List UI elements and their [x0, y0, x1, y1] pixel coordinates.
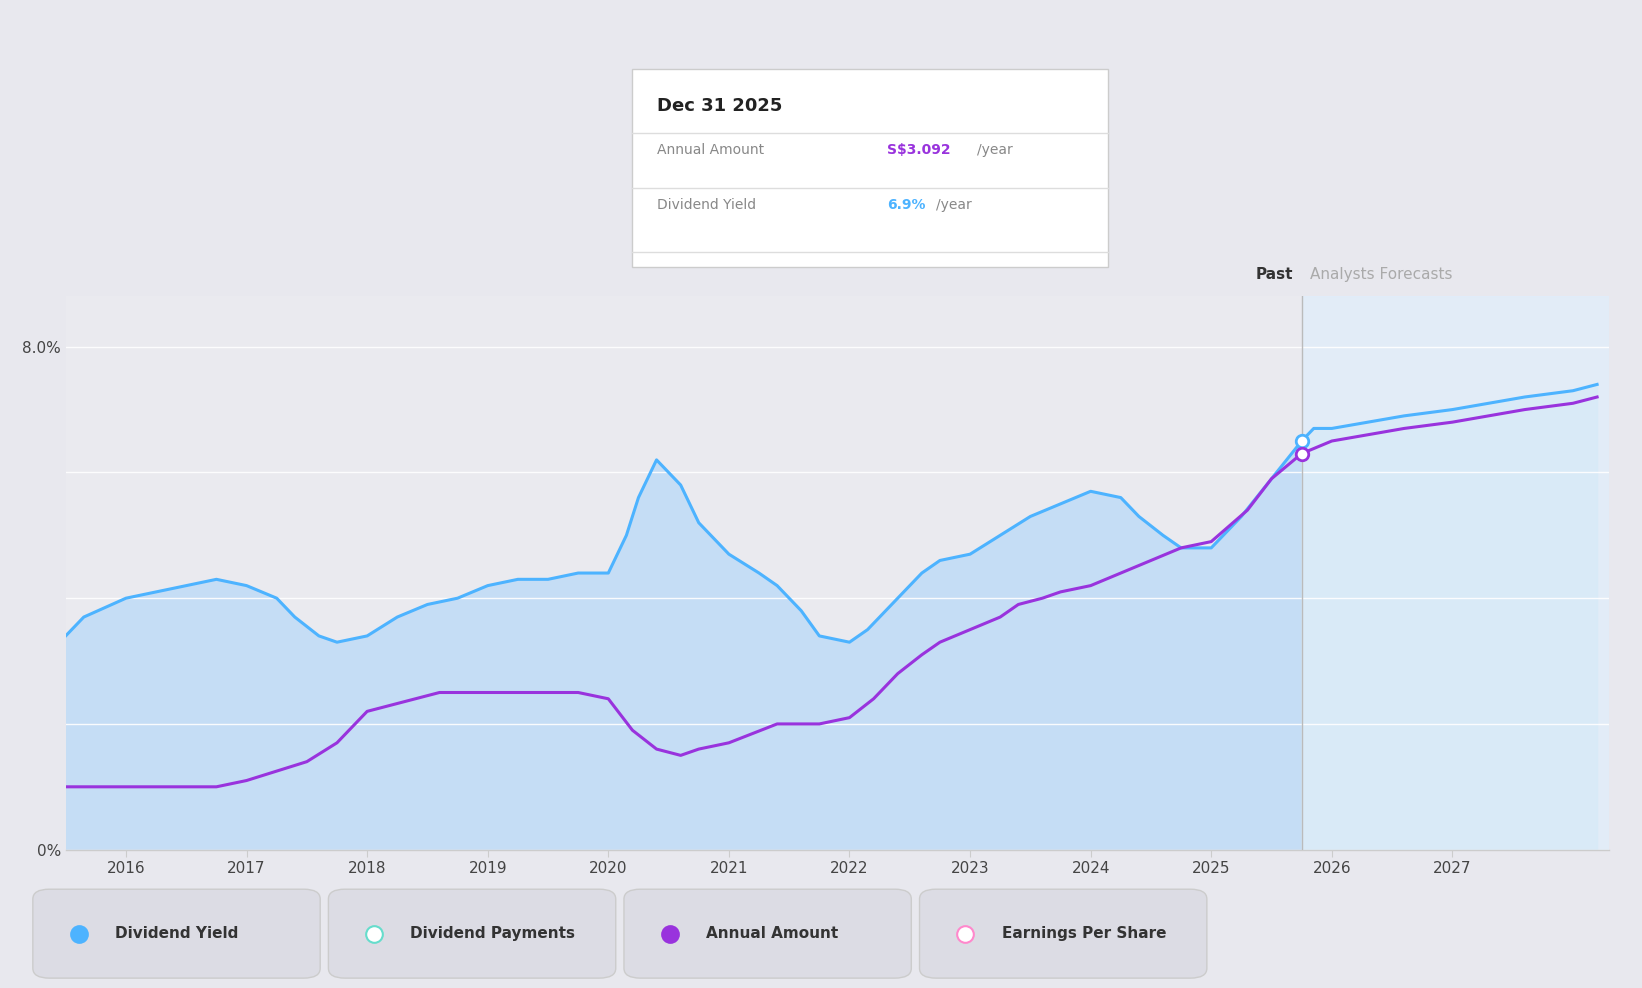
Text: Earnings Per Share: Earnings Per Share [1002, 926, 1166, 942]
Text: Dividend Payments: Dividend Payments [410, 926, 575, 942]
Text: S$3.092: S$3.092 [887, 143, 951, 157]
Text: Dividend Yield: Dividend Yield [115, 926, 238, 942]
Text: Dec 31 2025: Dec 31 2025 [657, 97, 782, 115]
Text: Dividend Yield: Dividend Yield [657, 198, 755, 211]
Text: 6.9%: 6.9% [887, 198, 924, 211]
Text: /year: /year [977, 143, 1013, 157]
Text: Analysts Forecasts: Analysts Forecasts [1310, 267, 1453, 282]
Text: /year: /year [936, 198, 972, 211]
Bar [1302, 296, 1609, 850]
Text: Annual Amount: Annual Amount [657, 143, 764, 157]
Text: Past: Past [1256, 267, 1294, 282]
Text: Annual Amount: Annual Amount [706, 926, 839, 942]
